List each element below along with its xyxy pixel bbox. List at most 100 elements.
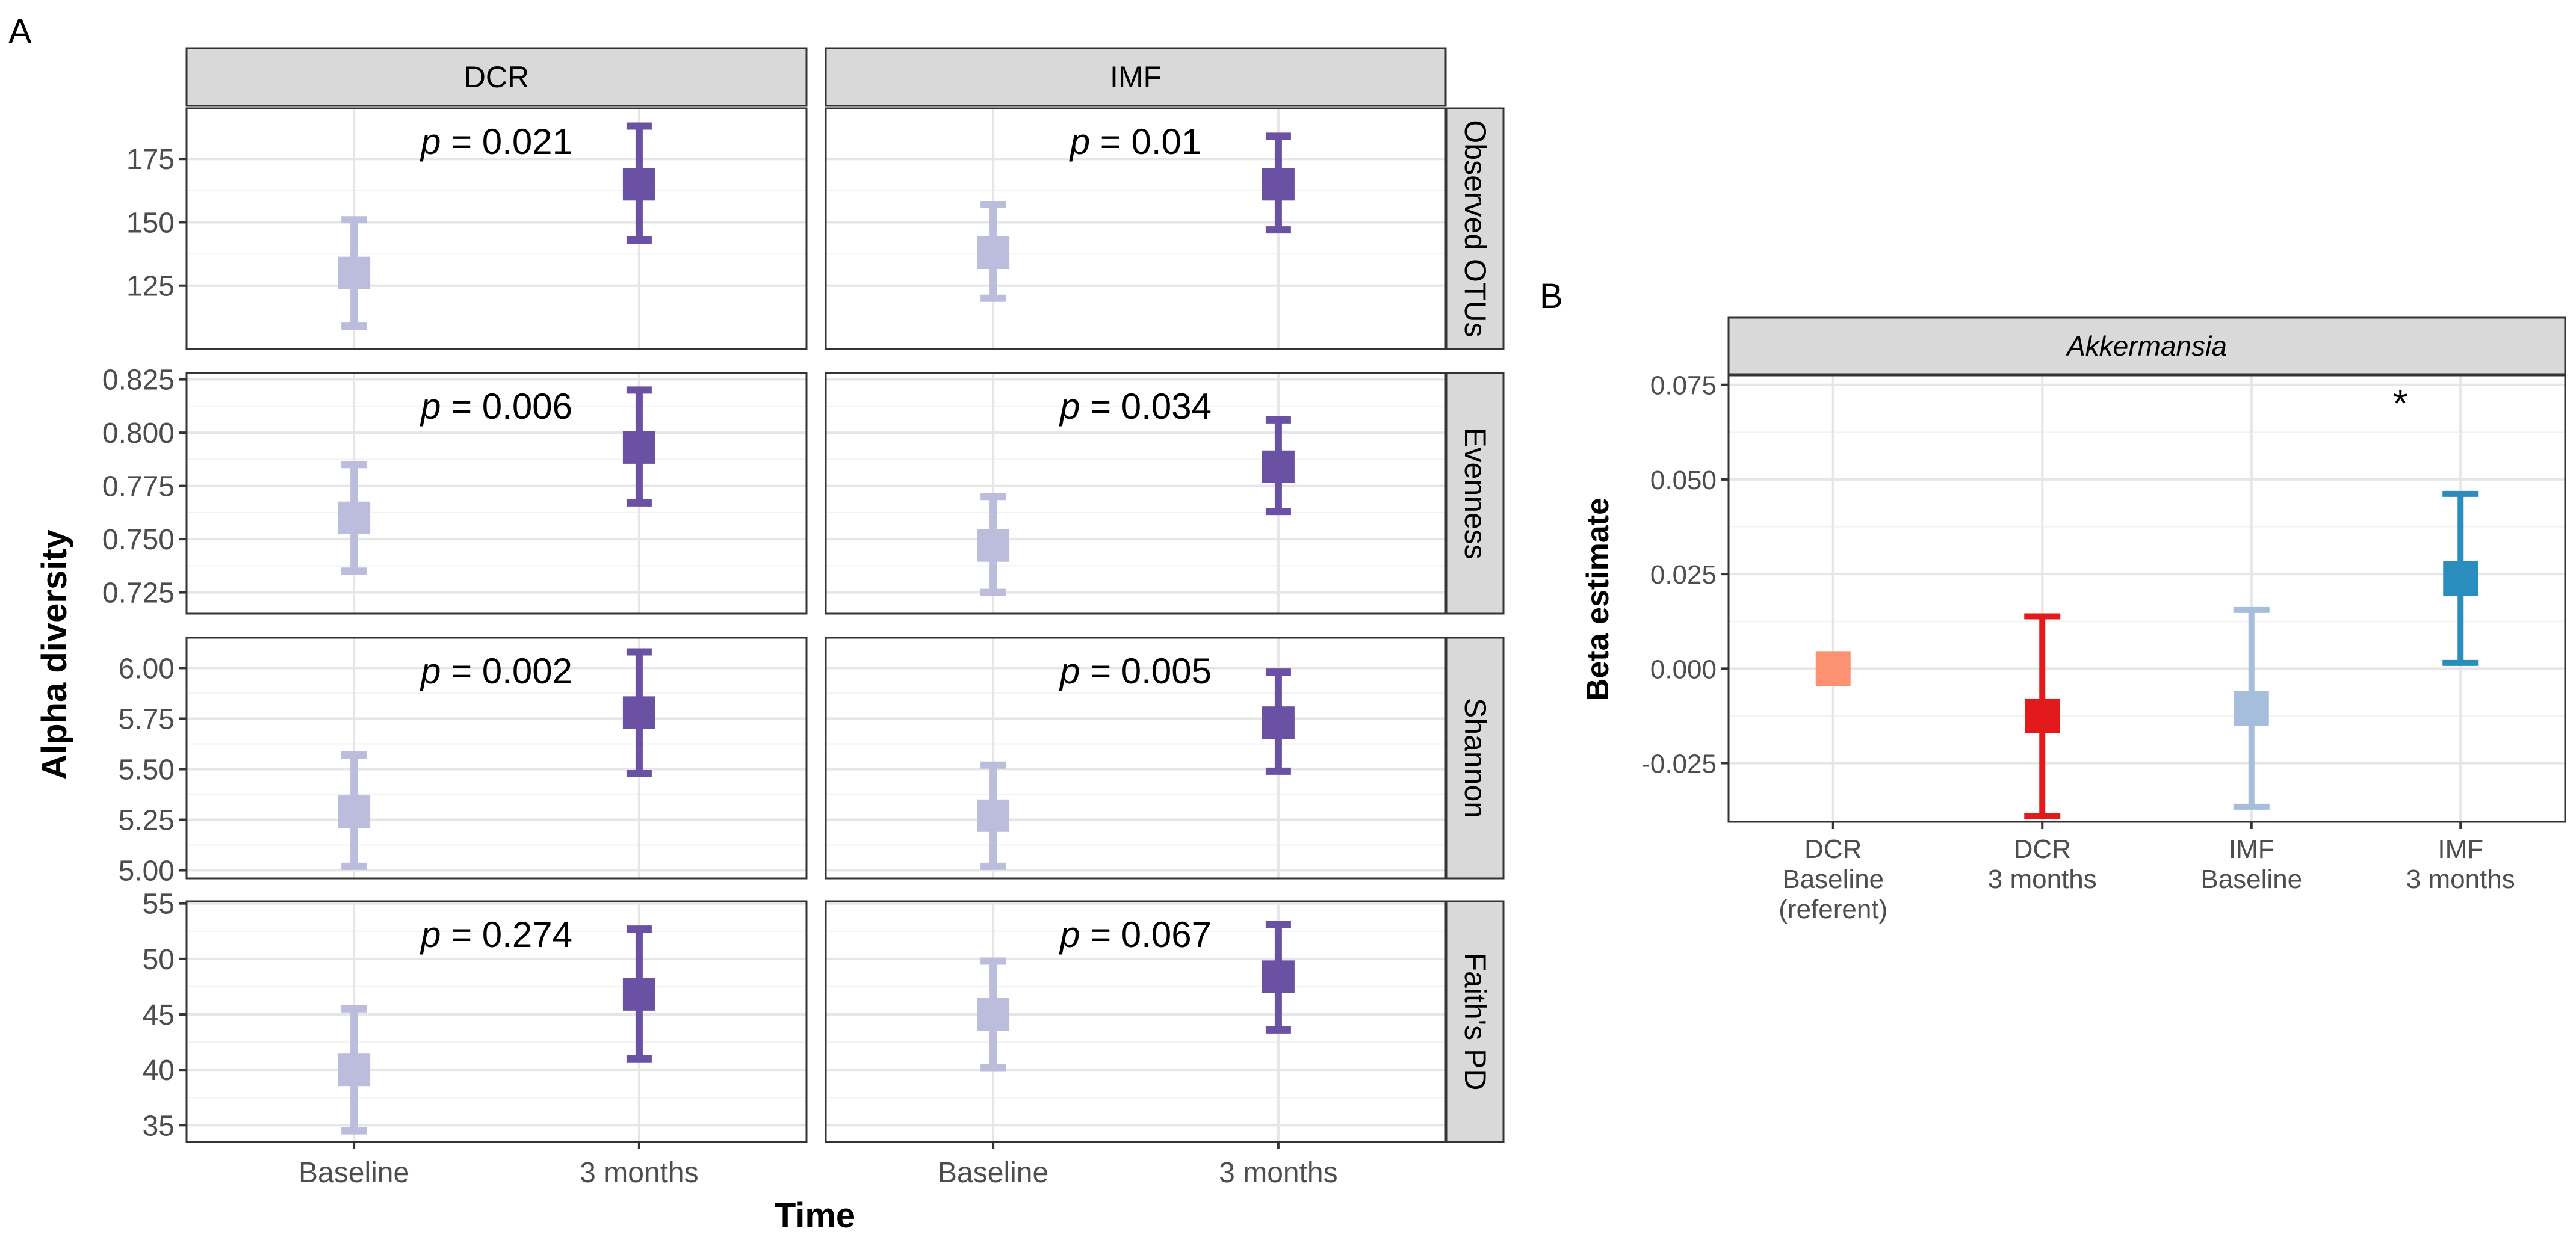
facet-strip-imf — [825, 47, 1447, 107]
p-value-text-dcr-shannon: = 0.002 — [441, 651, 572, 691]
facet-imf-faith-s-pd: p = 0.067 — [825, 900, 1447, 1143]
x-tick-label-b-0-2: (referent) — [1779, 895, 1887, 924]
point-followup-dcr-observed-otus — [622, 168, 655, 201]
facet-strip-akkermansia — [1727, 316, 2566, 375]
panel-border-dcr-evenness — [185, 372, 808, 615]
facet-label-dcr: DCR — [464, 60, 529, 94]
x-tick-label-b-1-0: DCR — [2014, 834, 2071, 864]
facet-label-observed-otus: Observed OTUs — [1458, 120, 1492, 337]
p-value-text-imf-observed-otus: = 0.01 — [1090, 122, 1201, 162]
point-followup-imf-evenness — [1262, 450, 1295, 483]
x-tick-label-imf-baseline: Baseline — [938, 1157, 1048, 1189]
significance-marker: * — [2393, 381, 2408, 425]
plot-background-imf-observed-otus — [826, 108, 1446, 349]
facet-label-faith-s-pd: Faith's PD — [1458, 952, 1492, 1090]
facet-strip-faith-s-pd — [1446, 900, 1505, 1143]
point-b-group-1 — [2025, 698, 2060, 733]
point-b-group-2 — [2234, 691, 2269, 726]
y-tick-label-b-1: 0.000 — [1650, 655, 1717, 684]
y-tick-label-observed-otus-1: 150 — [126, 207, 175, 239]
p-value-text-imf-evenness: = 0.034 — [1080, 386, 1212, 427]
point-followup-imf-shannon — [1262, 706, 1295, 739]
x-tick-label-b-2-0: IMF — [2229, 834, 2274, 864]
x-tick-label-b-3-1: 3 months — [2406, 865, 2515, 894]
y-tick-label-shannon-3: 5.75 — [119, 703, 175, 735]
plot-background-imf-faith-s-pd — [826, 901, 1446, 1142]
x-tick-label-dcr-baseline: Baseline — [299, 1157, 409, 1189]
p-value-text-dcr-observed-otus: = 0.021 — [441, 122, 572, 162]
facet-label-imf: IMF — [1110, 60, 1162, 94]
y-tick-label-shannon-1: 5.25 — [119, 805, 175, 837]
point-baseline-dcr-shannon — [338, 795, 371, 828]
point-baseline-dcr-faith-s-pd — [338, 1053, 371, 1087]
p-value-imf-faith-s-pd: p = 0.067 — [1059, 915, 1212, 955]
point-b-group-0 — [1815, 651, 1851, 686]
y-tick-label-b-4: 0.075 — [1650, 371, 1717, 401]
facet-label-shannon: Shannon — [1458, 698, 1492, 818]
facet-strip-dcr — [185, 47, 808, 107]
x-tick-label-dcr-3-months: 3 months — [580, 1157, 698, 1189]
facet-imf-evenness: p = 0.034 — [825, 372, 1447, 615]
panel-border-dcr-observed-otus — [185, 107, 808, 350]
y-tick-label-b-0: -0.025 — [1641, 750, 1717, 779]
point-baseline-imf-observed-otus — [977, 236, 1010, 269]
x-tick-label-imf-3-months: 3 months — [1219, 1157, 1337, 1189]
panel-border-imf-shannon — [825, 637, 1447, 880]
point-b-group-3 — [2443, 561, 2478, 596]
p-value-symbol-dcr-evenness: p — [420, 386, 441, 427]
panel-border-imf-evenness — [825, 372, 1447, 615]
y-tick-label-evenness-4: 0.825 — [102, 365, 175, 396]
p-value-text-imf-shannon: = 0.005 — [1080, 651, 1212, 691]
panel-a-ylabel: Alpha diversity — [35, 529, 74, 780]
p-value-imf-evenness: p = 0.034 — [1059, 386, 1212, 427]
y-tick-label-shannon-2: 5.50 — [119, 754, 175, 786]
p-value-dcr-faith-s-pd: p = 0.274 — [420, 915, 572, 955]
facet-strip-shannon — [1446, 637, 1505, 880]
point-followup-dcr-evenness — [622, 431, 655, 464]
point-followup-imf-faith-s-pd — [1262, 960, 1295, 993]
y-tick-label-evenness-1: 0.750 — [102, 524, 175, 556]
panel-b-ylabel: Beta estimate — [1581, 498, 1615, 701]
y-tick-label-faith-s-pd-4: 55 — [143, 889, 175, 921]
panel-a: DCR Baseline 3 months IMF Baseline 3 months Ob… — [102, 47, 1505, 1189]
p-value-imf-observed-otus: p = 0.01 — [1069, 122, 1202, 162]
x-tick-label-b-0-1: Baseline — [1782, 865, 1884, 894]
point-baseline-imf-evenness — [977, 529, 1010, 562]
p-value-text-imf-faith-s-pd: = 0.067 — [1080, 915, 1212, 955]
panel-border-dcr-shannon — [185, 637, 808, 880]
panel-a-label: A — [8, 12, 32, 51]
facet-dcr-shannon: p = 0.002 — [185, 637, 808, 880]
p-value-symbol-dcr-faith-s-pd: p — [420, 915, 441, 955]
point-baseline-imf-shannon — [977, 799, 1010, 832]
point-baseline-dcr-evenness — [338, 501, 371, 534]
p-value-dcr-shannon: p = 0.002 — [420, 651, 572, 691]
plot-background-imf-shannon — [826, 638, 1446, 878]
plot-background-dcr-faith-s-pd — [187, 901, 807, 1142]
p-value-symbol-imf-evenness: p — [1059, 386, 1080, 427]
x-tick-label-b-1-1: 3 months — [1988, 865, 2097, 894]
y-tick-label-shannon-0: 5.00 — [119, 856, 175, 887]
y-tick-label-faith-s-pd-0: 35 — [143, 1110, 175, 1142]
p-value-symbol-imf-faith-s-pd: p — [1059, 915, 1080, 955]
facet-strip-observed-otus — [1446, 107, 1505, 350]
panel-b: Akkermansia -0.025 0.000 0.025 0.050 0.075 DCR… — [1641, 316, 2566, 924]
facet-dcr-observed-otus: p = 0.021 — [185, 107, 808, 350]
y-tick-label-evenness-0: 0.725 — [102, 578, 175, 609]
point-followup-imf-observed-otus — [1262, 168, 1295, 201]
point-followup-dcr-shannon — [622, 696, 655, 729]
p-value-symbol-imf-shannon: p — [1059, 651, 1080, 691]
p-value-symbol-dcr-shannon: p — [420, 651, 441, 691]
facet-dcr-faith-s-pd: p = 0.274 — [185, 900, 808, 1143]
facet-dcr-evenness: p = 0.006 — [185, 372, 808, 615]
y-tick-label-b-2: 0.025 — [1650, 560, 1717, 590]
p-value-imf-shannon: p = 0.005 — [1059, 651, 1212, 691]
y-tick-label-evenness-2: 0.775 — [102, 471, 175, 503]
plot-background-dcr-shannon — [187, 638, 807, 878]
y-tick-label-shannon-4: 6.00 — [119, 653, 175, 685]
panel-border-b — [1727, 374, 2566, 823]
x-tick-label-b-2-1: Baseline — [2200, 865, 2302, 894]
panel-b-label: B — [1540, 277, 1563, 316]
point-baseline-dcr-observed-otus — [338, 256, 371, 289]
p-value-dcr-observed-otus: p = 0.021 — [420, 122, 572, 162]
plot-background-b — [1729, 375, 2565, 822]
